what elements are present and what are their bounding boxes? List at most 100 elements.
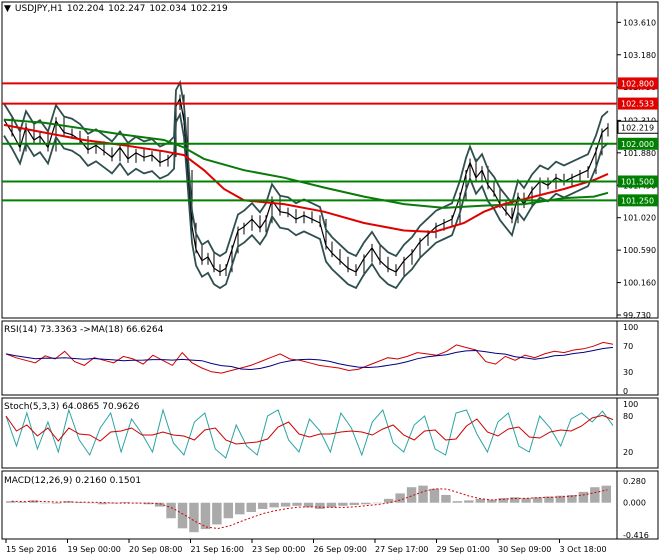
macd-tick-label: 0.280 [623, 477, 646, 486]
macd-histogram-bar [74, 501, 85, 503]
symbol-label: USDJPY,H1 [14, 4, 63, 14]
macd-histogram-bar [464, 500, 474, 503]
time-tick-label: 21 Sep 16:00 [191, 545, 244, 554]
price-tick-label: 100.160 [623, 279, 656, 288]
collapse-triangle-icon[interactable]: ▼ [4, 4, 11, 14]
rsi-tick-label: 100 [623, 323, 638, 332]
macd-histogram-bar [567, 494, 577, 503]
stoch-tick-label: 100 [623, 400, 638, 409]
macd-histogram-bar [189, 502, 199, 533]
macd-histogram-bar [223, 502, 234, 519]
level-tag-label: 102.800 [621, 79, 654, 88]
price-tick-label: 100.590 [623, 246, 656, 255]
level-tag [618, 194, 658, 207]
price-tick-label: 103.180 [623, 51, 656, 60]
level-tag [618, 97, 658, 110]
macd-histogram-bar [303, 502, 314, 508]
open-value: 102.204 [66, 4, 105, 14]
macd-histogram-bar [383, 498, 394, 503]
moving-average-red [3, 123, 609, 234]
macd-histogram-bar [280, 502, 291, 507]
rsi-panel-frame [1, 320, 659, 396]
rsi-tick-label: 0 [623, 387, 628, 396]
time-tick-label: 15 Sep 2016 [6, 545, 57, 554]
macd-histogram-bar [17, 501, 27, 503]
macd-histogram-bar [361, 502, 371, 505]
moving-average-green [3, 118, 609, 209]
macd-histogram-bar [269, 502, 279, 508]
macd-histogram-bar [544, 496, 554, 503]
macd-histogram-bar [6, 501, 16, 503]
time-tick-label: 20 Sep 08:00 [129, 545, 182, 554]
macd-histogram-bar [246, 502, 256, 513]
time-tick-label: 3 Oct 18:00 [560, 545, 607, 554]
macd-histogram-bar [40, 502, 50, 504]
price-tick-label: 103.610 [623, 18, 656, 27]
stoch-tick-label: 80 [623, 412, 633, 421]
macd-histogram-bar [452, 501, 463, 503]
level-tag-label: 102.533 [621, 100, 654, 109]
time-tick-label: 30 Sep 09:00 [498, 545, 551, 554]
time-tick-label: 29 Sep 01:00 [437, 545, 490, 554]
macd-histogram-bar [257, 502, 268, 509]
macd-panel-frame [1, 470, 659, 540]
level-tag [618, 137, 658, 150]
macd-histogram-bar [51, 502, 62, 504]
macd-histogram-bar [338, 502, 348, 506]
macd-histogram-bar [235, 502, 245, 515]
macd-histogram-bar [406, 487, 417, 503]
stoch-main-line [5, 408, 614, 459]
macd-histogram-bar [521, 498, 531, 503]
macd-histogram-bar [315, 502, 325, 509]
macd-tick-label: -0.416 [623, 531, 649, 540]
price-tick-label: 99.730 [623, 311, 651, 320]
price-line [3, 96, 609, 273]
bollinger-upper-band [3, 79, 609, 258]
macd-histogram-bar [349, 502, 360, 506]
macd-histogram-bar [418, 485, 428, 503]
symbol-header: ▼ USDJPY,H1 102.204 102.247 102.034 102.219 [4, 4, 232, 14]
time-tick-label: 19 Sep 00:00 [68, 545, 121, 554]
macd-histogram-bar [498, 498, 508, 503]
macd-tick-label: 0.000 [623, 499, 646, 508]
macd-histogram-bar [475, 498, 486, 503]
macd-histogram-bar [154, 502, 165, 507]
macd-histogram-bar [166, 502, 176, 519]
macd-histogram-bar [292, 502, 302, 506]
rsi-ma-line [5, 346, 614, 371]
rsi-line [5, 341, 614, 374]
rsi-tick-label: 30 [623, 368, 633, 377]
rsi-label: RSI(14) 73.3363 ->MA(18) 66.6264 [4, 325, 164, 335]
rsi-tick-label: 70 [623, 342, 633, 351]
current-price-label: 102.219 [621, 123, 654, 132]
macd-histogram-bar [509, 497, 520, 503]
level-tag-label: 101.500 [621, 177, 654, 186]
time-tick-label: 26 Sep 09:00 [314, 545, 367, 554]
macd-histogram-bar [177, 502, 188, 529]
macd-histogram-bar [109, 502, 119, 504]
level-tag [618, 77, 658, 90]
macd-histogram-bar [578, 491, 589, 503]
level-tag-label: 101.250 [621, 196, 654, 205]
macd-histogram-bar [86, 502, 96, 504]
macd-histogram-bar [429, 488, 440, 503]
macd-signal-line [11, 488, 608, 530]
level-tag [618, 175, 658, 188]
price-tick-label: 101.020 [623, 214, 656, 223]
macd-histogram-bar [372, 502, 382, 504]
time-tick-label: 27 Sep 17:00 [375, 545, 428, 554]
stoch-signal-line [5, 414, 614, 445]
price-tick-label: 101.880 [623, 149, 656, 158]
stoch-panel-frame [1, 397, 659, 469]
macd-histogram-bar [97, 502, 108, 505]
macd-histogram-bar [590, 487, 600, 503]
low-value: 102.034 [149, 4, 187, 14]
macd-histogram-bar [601, 485, 611, 503]
macd-label: MACD(12,26,9) 0.2160 0.1501 [4, 476, 142, 486]
macd-histogram-bar [532, 497, 543, 503]
macd-histogram-bar [441, 494, 451, 503]
current-price-tag [617, 120, 659, 134]
high-value: 102.247 [108, 4, 146, 14]
macd-histogram-bar [395, 493, 405, 503]
